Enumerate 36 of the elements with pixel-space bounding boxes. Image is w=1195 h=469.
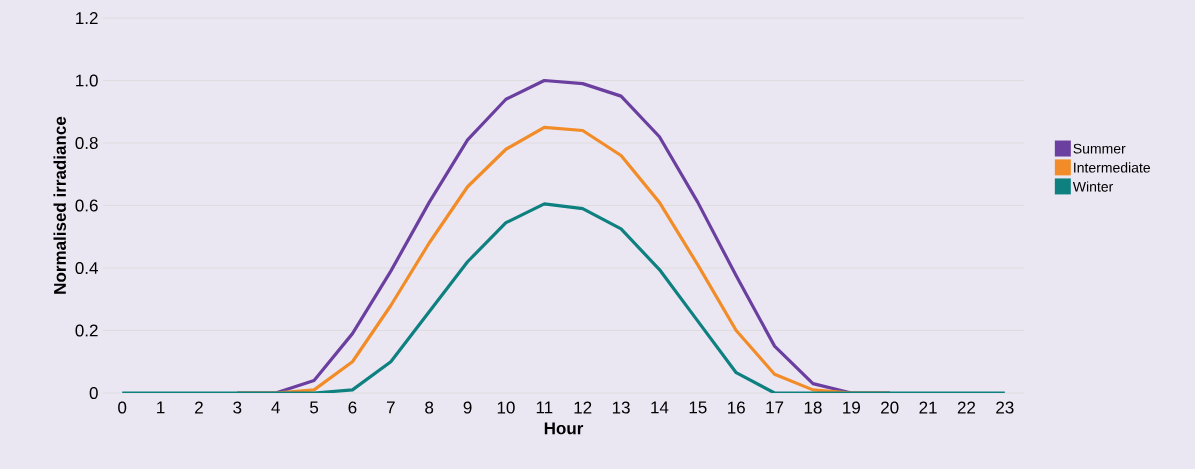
x-axis-title: Hour [544, 422, 584, 435]
x-tick-label: 21 [919, 401, 937, 414]
legend-label: Summer [1073, 143, 1126, 154]
y-tick-label: 0.8 [75, 136, 98, 150]
x-tick-label: 2 [195, 401, 203, 414]
x-tick-label: 12 [574, 401, 592, 414]
x-tick-label: 20 [881, 401, 899, 414]
x-tick-label: 7 [386, 401, 395, 414]
legend-label: Winter [1072, 181, 1114, 192]
x-tick-label: 5 [310, 401, 319, 414]
y-tick-label: 1.0 [76, 74, 98, 87]
x-tick-label: 15 [689, 401, 707, 414]
y-tick-label: 1.2 [76, 12, 98, 24]
x-tick-label: 22 [957, 401, 976, 414]
x-tick-label: 6 [348, 401, 357, 414]
x-tick-label: 11 [536, 401, 553, 414]
x-tick-label: 1 [157, 401, 165, 414]
y-tick-label: 0.2 [75, 324, 98, 337]
x-tick-label: 10 [497, 401, 515, 414]
x-tick-label: 3 [233, 401, 242, 414]
x-tick-label: 13 [612, 401, 630, 414]
x-tick-label: 17 [766, 401, 784, 414]
y-axis-title: Normalised irradiance [53, 116, 66, 294]
x-tick-label: 0 [118, 401, 127, 414]
y-tick-label: 0.6 [75, 199, 98, 212]
legend-label: Intermediate [1074, 162, 1151, 173]
x-tick-label: 19 [843, 401, 860, 414]
x-tick-label: 23 [996, 401, 1014, 414]
y-tick-label: 0.4 [75, 261, 98, 275]
x-tick-label: 8 [425, 401, 434, 414]
x-tick-label: 4 [271, 401, 280, 414]
x-tick-label: 16 [728, 401, 745, 414]
x-tick-label: 14 [651, 401, 669, 414]
x-tick-label: 18 [804, 401, 822, 414]
x-tick-label: 9 [463, 401, 472, 414]
y-tick-label: 0 [89, 386, 98, 400]
